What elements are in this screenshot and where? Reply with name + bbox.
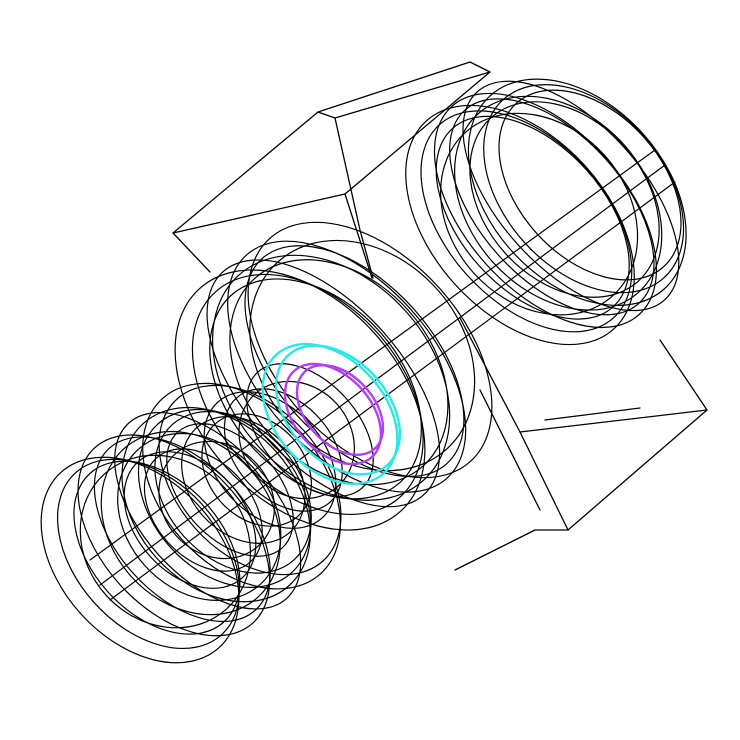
rear-ring (462, 80, 680, 312)
front-ring (114, 411, 302, 610)
front-ring (56, 458, 240, 650)
rear-flange-stack (405, 78, 687, 346)
front-ring (93, 436, 271, 623)
bearing-ring (201, 413, 312, 527)
bearing-ring (143, 448, 263, 572)
bearing-ring (223, 388, 343, 512)
housing-ring (229, 259, 449, 486)
housing-ring (244, 245, 465, 478)
front-ring (121, 406, 311, 603)
front-ring (73, 460, 241, 635)
bearing-ring (158, 440, 275, 560)
housing-ring (249, 239, 476, 472)
housing-box (89, 61, 708, 601)
bearing-ring (123, 451, 257, 589)
rear-ring (405, 104, 635, 346)
bearing-stack (123, 363, 374, 589)
bearing-ring (246, 363, 374, 497)
housing-ring (174, 269, 426, 531)
rear-ring (440, 112, 639, 316)
front-ring (158, 384, 342, 576)
front-ring (40, 456, 240, 664)
front-ring (100, 430, 281, 616)
rear-ring (433, 92, 658, 329)
front-ring (154, 410, 312, 574)
bearing-ring (166, 423, 294, 557)
bore-inner-ring (295, 363, 385, 457)
rear-ring (498, 89, 682, 281)
bore-outer-ring (261, 342, 399, 486)
front-flange-stack (40, 382, 342, 664)
front-ring (79, 454, 252, 629)
housing-ring (211, 254, 451, 501)
front-ring (142, 382, 341, 590)
bearing-ring (238, 380, 355, 500)
front-ring (137, 408, 312, 588)
rear-ring (467, 78, 687, 307)
housing-ring (191, 273, 424, 516)
bearing-ring (203, 391, 337, 529)
bore-inner-ring (283, 362, 383, 466)
bore-highlight-inner (283, 362, 385, 466)
housing-ring (227, 240, 467, 493)
housing-ring (209, 278, 422, 500)
front-ring (117, 432, 282, 601)
rear-ring (454, 95, 663, 311)
rear-ring (449, 98, 655, 316)
bore-outer-ring (274, 344, 402, 476)
bore-highlight-outer (261, 342, 402, 486)
rear-ring (469, 101, 660, 298)
rear-ring (483, 84, 685, 294)
front-ring (77, 434, 271, 637)
